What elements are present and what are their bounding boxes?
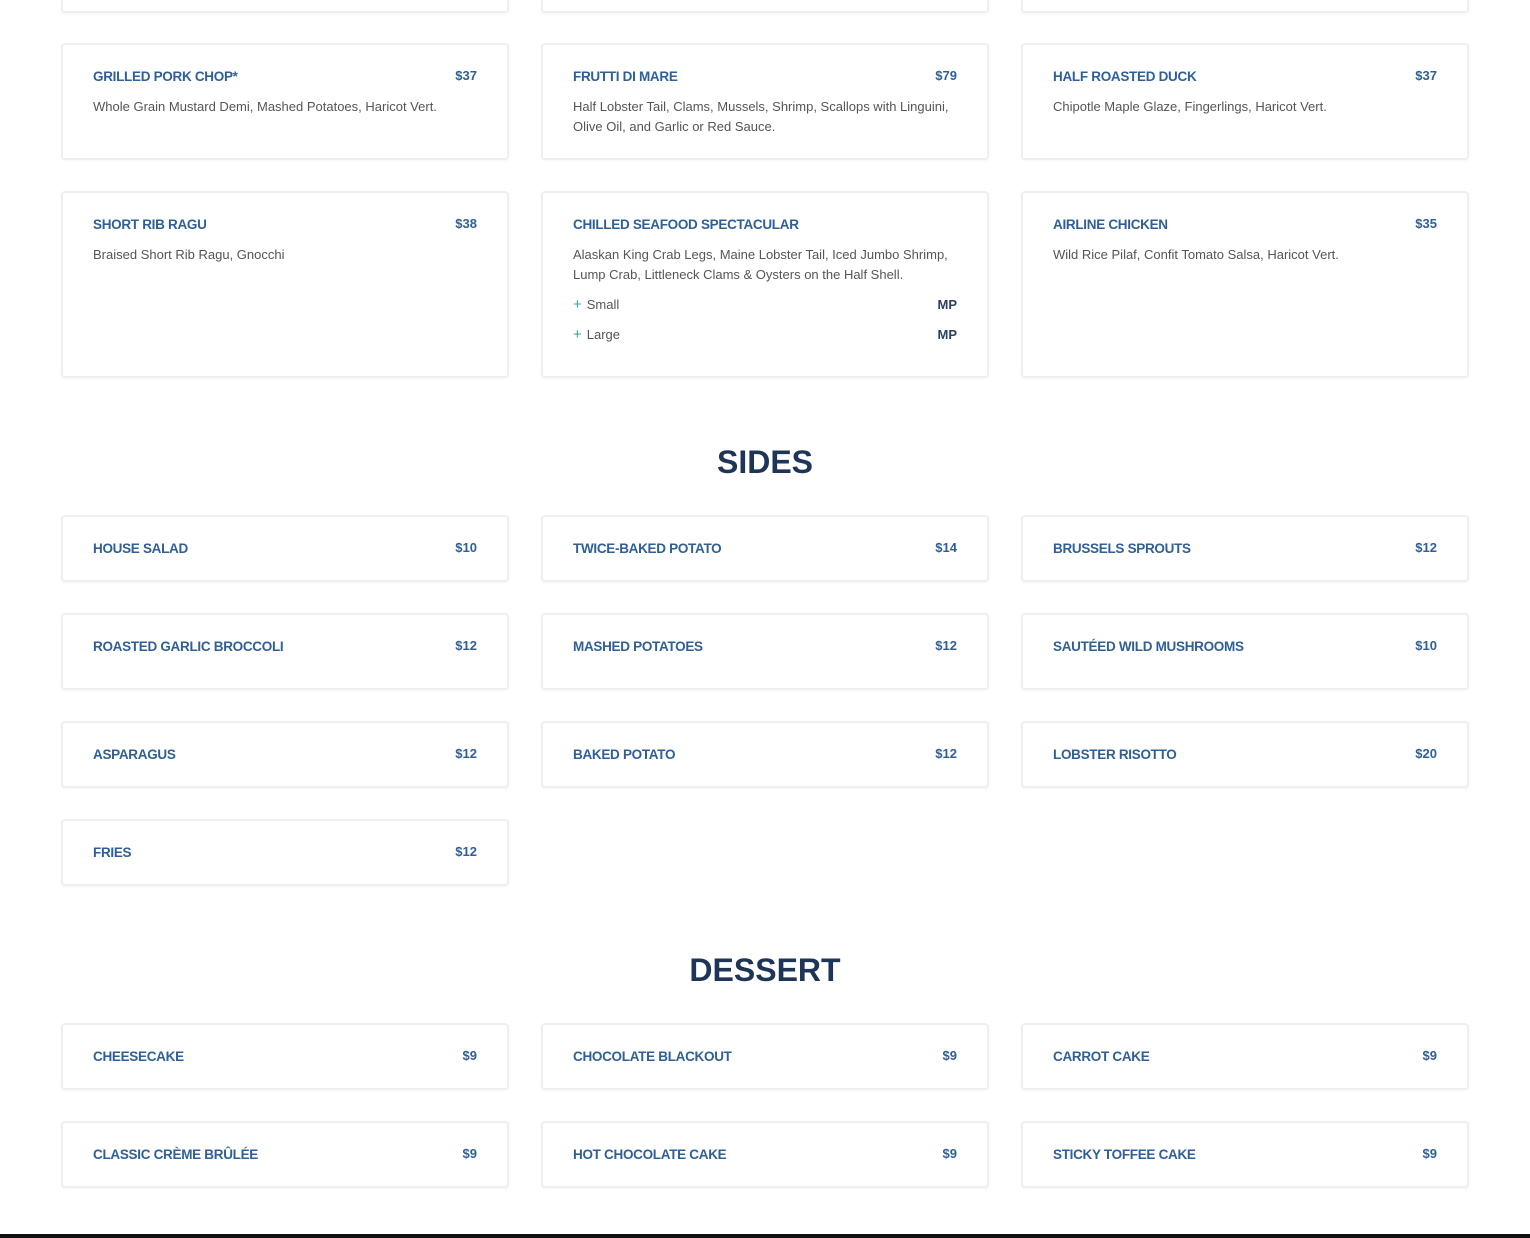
item-price: $14 xyxy=(935,540,957,555)
item-price: $10 xyxy=(455,540,477,555)
option-price: MP xyxy=(937,297,958,312)
menu-item-card: Fries $12 xyxy=(61,819,509,886)
item-option: + Small MP xyxy=(573,295,957,315)
item-description: Half Lobster Tail, Clams, Mussels, Shrim… xyxy=(573,99,949,134)
item-name: Chilled Seafood Spectacular xyxy=(573,217,799,232)
item-description: Braised Short Rib Ragu, Gnocchi xyxy=(93,247,285,262)
item-price: $9 xyxy=(462,1048,477,1063)
section-title-sides: SIDES xyxy=(716,444,814,480)
item-price: $38 xyxy=(455,216,477,231)
item-description: Alaskan King Crab Legs, Maine Lobster Ta… xyxy=(573,247,948,282)
item-price: $10 xyxy=(1415,638,1437,653)
item-price: $12 xyxy=(1415,540,1437,555)
item-description: Whole Grain Mustard Demi, Mashed Potatoe… xyxy=(93,99,437,114)
menu-item-card: Cheesecake $9 xyxy=(61,1023,509,1090)
menu-item-card: Twice-Baked Potato $14 xyxy=(541,515,989,582)
menu-card xyxy=(541,0,989,13)
menu-item-card: Asparagus $12 xyxy=(61,721,509,788)
item-name: Mashed Potatoes xyxy=(573,639,703,654)
menu-item-card: Sticky Toffee Cake $9 xyxy=(1021,1121,1469,1188)
menu-item-card: Classic Crème Brûlée $9 xyxy=(61,1121,509,1188)
menu-item-card: Chocolate Blackout $9 xyxy=(541,1023,989,1090)
item-option: + Large MP xyxy=(573,325,957,345)
item-name: Baked Potato xyxy=(573,747,676,762)
item-name: Sautéed Wild Mushrooms xyxy=(1053,639,1244,654)
item-name: Frutti Di Mare xyxy=(573,69,678,84)
item-price: $79 xyxy=(935,68,957,83)
option-name: Large xyxy=(586,327,621,342)
menu-item-card: Chilled Seafood Spectacular Alaskan King … xyxy=(541,191,989,378)
item-name: Chocolate Blackout xyxy=(573,1049,732,1064)
menu-item-card: House Salad $10 xyxy=(61,515,509,582)
menu-item-card: Carrot Cake $9 xyxy=(1021,1023,1469,1090)
option-label: + Small xyxy=(573,295,619,315)
item-name: Grilled Pork Chop* xyxy=(93,69,238,84)
section-title-dessert: DESSERT xyxy=(689,952,841,988)
item-price: $9 xyxy=(462,1146,477,1161)
dessert-grid: Cheesecake $9 Chocolate Blackout $9 Carrot C… xyxy=(61,1023,1469,1188)
menu-item-card: Grilled Pork Chop* $37 Whole Grain Mustard… xyxy=(61,43,509,160)
item-price: $9 xyxy=(942,1146,957,1161)
item-name: Classic Crème Brûlée xyxy=(93,1147,259,1162)
item-name: Twice-Baked Potato xyxy=(573,541,722,556)
item-price: $9 xyxy=(1422,1146,1437,1161)
item-name: Cheesecake xyxy=(93,1049,184,1064)
option-label: + Large xyxy=(573,325,620,345)
item-name: Short Rib Ragu xyxy=(93,217,207,232)
item-name: Brussels Sprouts xyxy=(1053,541,1191,556)
item-name: Roasted Garlic Broccoli xyxy=(93,639,284,654)
item-price: $12 xyxy=(935,746,957,761)
item-name: Carrot Cake xyxy=(1053,1049,1150,1064)
menu-item-card: Lobster Risotto $20 xyxy=(1021,721,1469,788)
item-price: $37 xyxy=(1415,68,1437,83)
item-price: $12 xyxy=(935,638,957,653)
item-description: Wild Rice Pilaf, Confit Tomato Salsa, Ha… xyxy=(1053,247,1339,262)
mains-grid: Grilled Pork Chop* $37 Whole Grain Mustard… xyxy=(61,43,1469,378)
menu-item-card: Roasted Garlic Broccoli $12 xyxy=(61,613,509,690)
item-price: $9 xyxy=(942,1048,957,1063)
menu-card xyxy=(61,0,509,13)
menu-item-card: Mashed Potatoes $12 xyxy=(541,613,989,690)
option-name: Small xyxy=(586,297,620,312)
menu-item-card: Airline Chicken $35 Wild Rice Pilaf, Confi… xyxy=(1021,191,1469,378)
item-name: Sticky Toffee Cake xyxy=(1053,1147,1196,1162)
plus-icon: + xyxy=(573,326,582,343)
item-name: House Salad xyxy=(93,541,188,556)
menu-item-card: Brussels Sprouts $12 xyxy=(1021,515,1469,582)
menu-item-card: Short Rib Ragu $38 Braised Short Rib Ragu,… xyxy=(61,191,509,378)
sides-grid: House Salad $10 Twice-Baked Potato $14 Bruss… xyxy=(61,515,1469,886)
item-price: $12 xyxy=(455,638,477,653)
menu-item-card: Hot Chocolate Cake $9 xyxy=(541,1121,989,1188)
item-name: Asparagus xyxy=(93,747,176,762)
item-name: Fries xyxy=(93,845,132,860)
item-price: $20 xyxy=(1415,746,1437,761)
item-price: $37 xyxy=(455,68,477,83)
item-name: Hot Chocolate Cake xyxy=(573,1147,727,1162)
previous-row xyxy=(61,0,1469,13)
plus-icon: + xyxy=(573,296,582,313)
menu-item-card: Half Roasted Duck $37 Chipotle Maple Glaze… xyxy=(1021,43,1469,160)
menu-item-card: Frutti Di Mare $79 Half Lobster Tail, Clam… xyxy=(541,43,989,160)
footer-border xyxy=(0,1234,1530,1238)
item-price: $9 xyxy=(1422,1048,1437,1063)
menu-item-card: Baked Potato $12 xyxy=(541,721,989,788)
item-price: $35 xyxy=(1415,216,1437,231)
item-price: $12 xyxy=(455,746,477,761)
menu-card xyxy=(1021,0,1469,13)
item-name: Lobster Risotto xyxy=(1053,747,1177,762)
menu-item-card: Sautéed Wild Mushrooms $10 xyxy=(1021,613,1469,690)
item-description: Chipotle Maple Glaze, Fingerlings, Haric… xyxy=(1053,99,1327,114)
item-price: $12 xyxy=(455,844,477,859)
item-name: Half Roasted Duck xyxy=(1053,69,1197,84)
item-name: Airline Chicken xyxy=(1053,217,1168,232)
option-price: MP xyxy=(937,327,958,342)
